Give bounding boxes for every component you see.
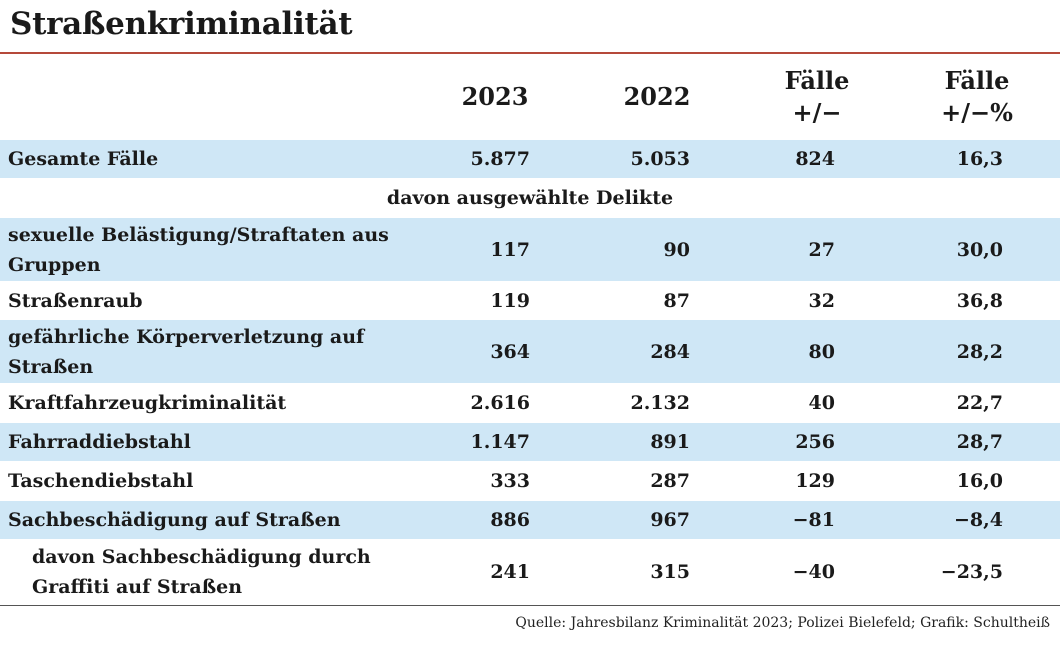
row-diff: 80: [808, 340, 835, 363]
bottom-rule: [0, 605, 1060, 606]
row-2023: 117: [490, 238, 530, 261]
row-2022: 87: [663, 289, 690, 312]
row-2023: 119: [490, 289, 530, 312]
row-pct: 30,0: [956, 238, 1003, 261]
row-2022: 315: [650, 560, 690, 583]
row-diff: −81: [792, 509, 835, 531]
row-pct: −8,4: [954, 509, 1003, 531]
header-2022: 2022: [623, 82, 691, 111]
total-row: Gesamte Fälle 5.877 5.053 824 16,3: [0, 140, 1060, 178]
total-pct: 16,3: [956, 148, 1003, 170]
row-diff: 40: [808, 392, 835, 414]
header-2023: 2023: [461, 82, 529, 111]
row-2022: 90: [663, 238, 690, 261]
table-row: Kraftfahrzeugkriminalität 2.616 2.132 40…: [0, 383, 1060, 423]
row-2022: 891: [650, 431, 690, 453]
table-row: davon Sachbeschädigung durch Graffiti au…: [0, 539, 1060, 604]
row-2022: 2.132: [630, 392, 691, 414]
row-2023: 333: [490, 470, 530, 492]
row-2022: 287: [650, 470, 690, 492]
row-label: Taschendiebstahl: [8, 470, 194, 492]
row-2022: 967: [650, 509, 690, 531]
row-label: sexuelle Belästigung/Straftaten aus Grup…: [8, 223, 389, 276]
row-pct: −23,5: [940, 560, 1003, 583]
row-diff: 32: [808, 289, 835, 312]
subheading-row: davon ausgewählte Delikte: [0, 178, 1060, 218]
row-pct: 28,7: [956, 431, 1003, 453]
total-2023: 5.877: [470, 148, 531, 170]
row-2023: 1.147: [470, 431, 531, 453]
total-label: Gesamte Fälle: [8, 148, 159, 170]
header-pct: Fälle +/−%: [941, 66, 1013, 127]
row-label: Fahrraddiebstahl: [8, 431, 191, 453]
row-label: davon Sachbeschädigung durch Graffiti au…: [32, 545, 371, 598]
row-2023: 886: [490, 509, 530, 531]
row-2022: 284: [650, 340, 690, 363]
row-2023: 241: [490, 560, 530, 583]
row-diff: 256: [795, 431, 835, 453]
row-label: Kraftfahrzeugkriminalität: [8, 392, 287, 414]
table-row: sexuelle Belästigung/Straftaten aus Grup…: [0, 218, 1060, 281]
row-diff: −40: [792, 560, 835, 583]
total-2022: 5.053: [630, 148, 691, 170]
row-pct: 16,0: [956, 470, 1003, 492]
table-row: Taschendiebstahl 333 287 129 16,0: [0, 461, 1060, 501]
row-diff: 27: [808, 238, 835, 261]
table-row: Sachbeschädigung auf Straßen 886 967 −81…: [0, 501, 1060, 539]
total-diff: 824: [795, 148, 835, 170]
row-2023: 364: [490, 340, 530, 363]
row-label: gefährliche Körperverletzung auf Straßen: [8, 325, 365, 378]
table-row: gefährliche Körperverletzung auf Straßen…: [0, 320, 1060, 383]
title-rule: [0, 52, 1060, 54]
table-row: Straßenraub 119 87 32 36,8: [0, 281, 1060, 320]
chart-title: Straßenkriminalität: [10, 6, 353, 42]
table-row: Fahrraddiebstahl 1.147 891 256 28,7: [0, 423, 1060, 461]
header-row: 2023 2022 Fälle +/− Fälle +/−%: [0, 54, 1060, 140]
crime-table: 2023 2022 Fälle +/− Fälle +/−% Gesamte F…: [0, 54, 1060, 604]
row-label: Straßenraub: [8, 289, 143, 312]
row-label: Sachbeschädigung auf Straßen: [8, 509, 341, 531]
source-note: Quelle: Jahresbilanz Kriminalität 2023; …: [515, 615, 1050, 631]
row-diff: 129: [795, 470, 835, 492]
row-2023: 2.616: [470, 392, 531, 414]
subheading: davon ausgewählte Delikte: [386, 187, 674, 209]
row-pct: 22,7: [956, 392, 1003, 414]
row-pct: 28,2: [956, 340, 1003, 363]
row-pct: 36,8: [956, 289, 1003, 312]
header-diff: Fälle +/−: [784, 66, 850, 127]
